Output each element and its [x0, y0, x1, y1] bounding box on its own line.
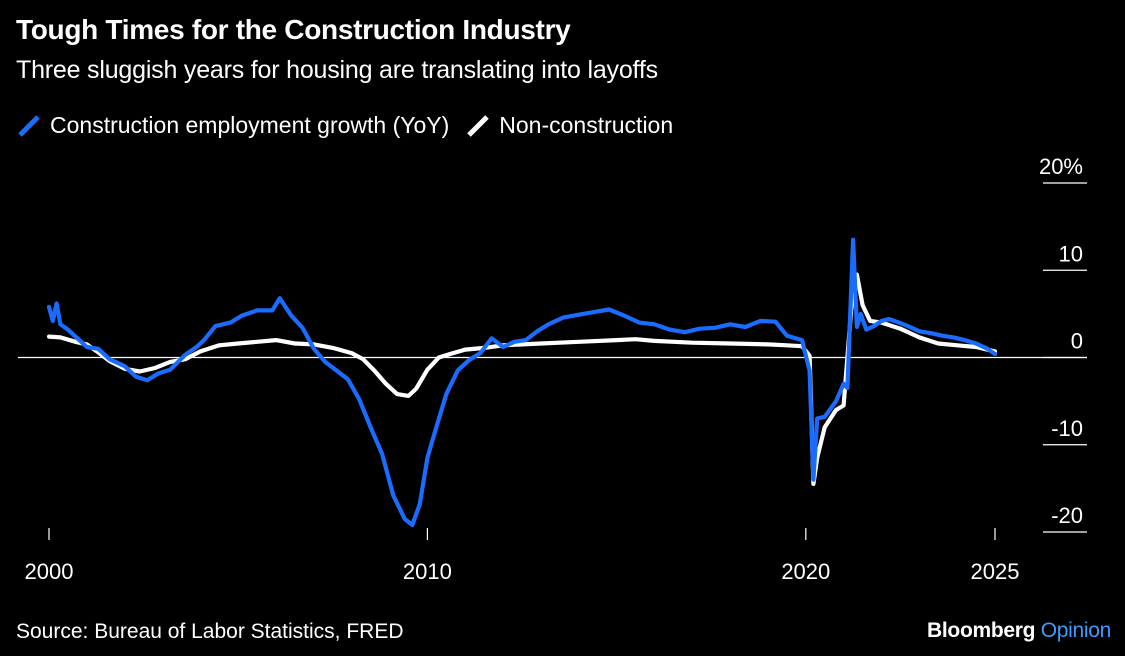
legend-item-construction: Construction employment growth (YoY): [16, 112, 449, 139]
chart-subtitle: Three sluggish years for housing are tra…: [16, 56, 658, 84]
legend-label-construction: Construction employment growth (YoY): [50, 112, 450, 138]
y-tick-label: -10: [1051, 416, 1083, 441]
y-tick-label: 20%: [1039, 154, 1083, 179]
brand-name: Bloomberg: [927, 619, 1036, 642]
y-tick-label: 10: [1059, 241, 1083, 266]
x-tick-label: 2025: [971, 559, 1020, 584]
y-tick-label: 0: [1071, 329, 1083, 354]
legend-item-non-construction: Non-construction: [465, 112, 673, 139]
x-tick-label: 2010: [403, 559, 452, 584]
source-note: Source: Bureau of Labor Statistics, FRED: [16, 620, 404, 643]
legend-swatch-non-construction-icon: [467, 114, 490, 137]
non-construction-series-line: [46, 272, 998, 487]
x-tick-label: 2020: [781, 559, 830, 584]
x-tick-label: 2000: [25, 559, 74, 584]
chart-legend: Construction employment growth (YoY) Non…: [16, 112, 689, 139]
y-tick-label: -20: [1051, 503, 1083, 528]
construction-series-line: [46, 237, 998, 528]
brand-suffix: Opinion: [1040, 619, 1112, 642]
legend-swatch-construction-icon: [18, 114, 40, 137]
brand-logo: Bloomberg Opinion: [927, 619, 1111, 643]
chart-title: Tough Times for the Construction Industr…: [16, 14, 571, 45]
legend-label-non-construction: Non-construction: [499, 112, 674, 138]
